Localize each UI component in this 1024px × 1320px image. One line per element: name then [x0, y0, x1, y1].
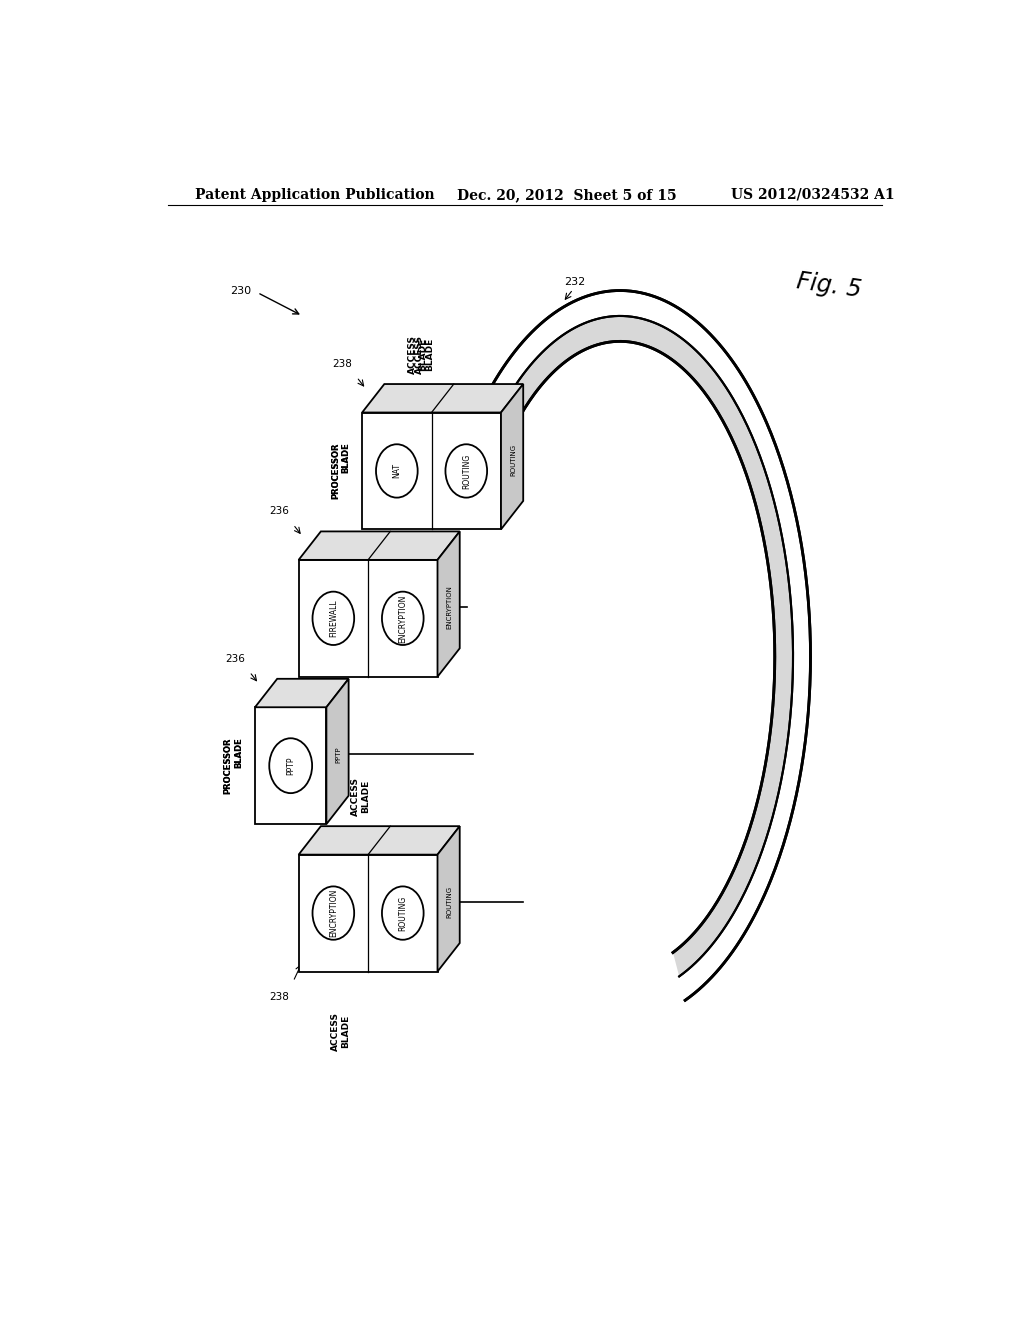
Text: PPTP: PPTP [336, 746, 342, 763]
Text: ACCESS
BLADE: ACCESS BLADE [408, 335, 427, 374]
Text: NAT: NAT [392, 463, 401, 478]
Text: ROUTING: ROUTING [462, 453, 471, 488]
Text: ROUTING: ROUTING [510, 444, 516, 475]
Circle shape [269, 738, 312, 793]
Polygon shape [455, 290, 810, 1001]
Polygon shape [455, 290, 810, 1001]
Text: 236: 236 [269, 506, 289, 516]
Text: ROUTING: ROUTING [398, 895, 408, 931]
Circle shape [445, 445, 487, 498]
Text: 232: 232 [564, 277, 586, 288]
Polygon shape [299, 826, 460, 854]
Text: 238: 238 [333, 359, 352, 368]
Text: FIREWALL: FIREWALL [329, 599, 338, 638]
Polygon shape [501, 384, 523, 529]
Text: Dec. 20, 2012  Sheet 5 of 15: Dec. 20, 2012 Sheet 5 of 15 [458, 187, 677, 202]
Text: ENCRYPTION: ENCRYPTION [446, 585, 453, 628]
Polygon shape [299, 854, 437, 972]
Text: PPTP: PPTP [286, 756, 295, 775]
Circle shape [382, 591, 424, 645]
Polygon shape [362, 384, 523, 412]
Text: 238: 238 [269, 991, 289, 1002]
Text: ENCRYPTION: ENCRYPTION [329, 888, 338, 937]
Polygon shape [437, 826, 460, 972]
Polygon shape [470, 315, 793, 977]
Text: PROCESSOR
BLADE: PROCESSOR BLADE [331, 442, 350, 499]
Text: 230: 230 [229, 285, 251, 296]
Circle shape [312, 887, 354, 940]
Text: PROCESSOR
BLADE: PROCESSOR BLADE [223, 738, 243, 793]
Polygon shape [255, 678, 348, 708]
Text: ACCESS
BLADE: ACCESS BLADE [331, 1012, 350, 1051]
Text: PROCESSOR
BLADE: PROCESSOR BLADE [223, 738, 243, 793]
Text: US 2012/0324532 A1: US 2012/0324532 A1 [731, 187, 895, 202]
Circle shape [382, 887, 424, 940]
Polygon shape [327, 678, 348, 824]
Polygon shape [299, 532, 460, 560]
Polygon shape [255, 708, 327, 824]
Text: ROUTING: ROUTING [446, 886, 453, 917]
Text: ENCRYPTION: ENCRYPTION [398, 594, 408, 643]
Text: Patent Application Publication: Patent Application Publication [196, 187, 435, 202]
Circle shape [312, 591, 354, 645]
Polygon shape [299, 560, 437, 677]
Text: PROCESSOR
BLADE: PROCESSOR BLADE [331, 442, 350, 499]
Polygon shape [362, 412, 501, 529]
Text: ACCESS
BLADE: ACCESS BLADE [415, 335, 434, 374]
Text: 236: 236 [225, 653, 246, 664]
Polygon shape [437, 532, 460, 677]
Text: Fig. 5: Fig. 5 [795, 269, 862, 302]
Circle shape [376, 445, 418, 498]
Text: ACCESS
BLADE: ACCESS BLADE [351, 777, 371, 816]
